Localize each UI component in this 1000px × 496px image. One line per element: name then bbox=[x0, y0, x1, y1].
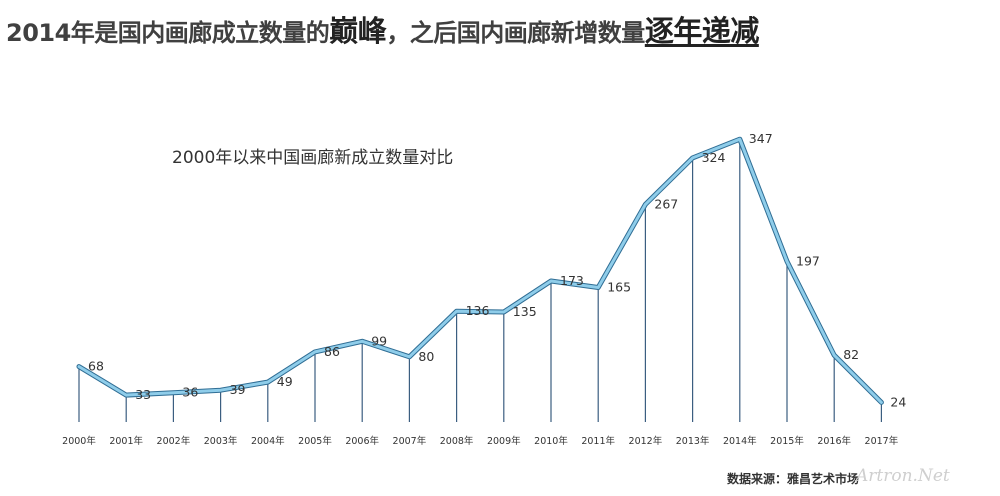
data-label-3: 39 bbox=[230, 382, 246, 397]
tick-label-7: 2007年 bbox=[393, 435, 427, 447]
tick-label-0: 2000年 bbox=[62, 435, 96, 447]
tick-label-16: 2016年 bbox=[817, 435, 851, 447]
tick-label-17: 2017年 bbox=[865, 435, 899, 447]
data-label-2: 36 bbox=[182, 385, 198, 400]
tick-label-1: 2001年 bbox=[109, 435, 143, 447]
headline: 2014年是国内画廊成立数量的巅峰，之后国内画廊新增数量逐年递减 bbox=[6, 8, 759, 50]
x-axis-tick-labels: 2000年 2001年 2002年 2003年 2004年 2005年 2006年 2007年… bbox=[62, 435, 899, 447]
headline-emphasis-peak: 巅峰 bbox=[329, 14, 387, 48]
tick-label-14: 2014年 bbox=[723, 435, 757, 447]
headline-part-1: 2014年是国内画廊成立数量的 bbox=[6, 19, 330, 47]
chart-title: 2000年以来中国画廊新成立数量对比 bbox=[172, 148, 453, 168]
data-label-7: 80 bbox=[418, 349, 434, 364]
tick-label-15: 2015年 bbox=[770, 435, 804, 447]
tick-label-2: 2002年 bbox=[157, 435, 191, 447]
data-label-6: 99 bbox=[371, 333, 387, 348]
data-label-12: 267 bbox=[654, 196, 678, 211]
tick-label-5: 2005年 bbox=[298, 435, 332, 447]
data-label-17: 24 bbox=[890, 394, 906, 409]
tick-label-13: 2013年 bbox=[676, 435, 710, 447]
tick-label-9: 2009年 bbox=[487, 435, 521, 447]
tick-label-4: 2004年 bbox=[251, 435, 285, 447]
headline-part-3: ，之后国内画廊新增数量 bbox=[386, 19, 645, 47]
data-label-4: 49 bbox=[277, 374, 293, 389]
data-label-1: 33 bbox=[135, 387, 151, 402]
data-label-0: 68 bbox=[88, 359, 104, 374]
data-label-10: 173 bbox=[560, 273, 584, 288]
data-label-5: 86 bbox=[324, 344, 340, 359]
watermark: Artron.Net bbox=[856, 466, 950, 486]
series-line-outline bbox=[76, 136, 884, 405]
drop-lines bbox=[78, 139, 883, 422]
tick-label-6: 2006年 bbox=[345, 435, 379, 447]
tick-label-12: 2012年 bbox=[629, 435, 663, 447]
tick-label-10: 2010年 bbox=[534, 435, 568, 447]
data-label-11: 165 bbox=[607, 280, 631, 295]
data-labels: 68 33 36 39 49 86 99 80 136 135 173 165 267 324 347 197… bbox=[88, 131, 906, 409]
data-label-14: 347 bbox=[749, 131, 773, 146]
series-line bbox=[77, 137, 883, 404]
tick-label-8: 2008年 bbox=[440, 435, 474, 447]
data-label-15: 197 bbox=[796, 253, 820, 268]
tick-label-3: 2003年 bbox=[204, 435, 238, 447]
data-label-8: 136 bbox=[466, 303, 490, 318]
data-label-9: 135 bbox=[513, 304, 537, 319]
data-source-note: 数据来源：雅昌艺术市场 bbox=[727, 472, 860, 486]
data-label-13: 324 bbox=[702, 150, 726, 165]
headline-emphasis-decline: 逐年递减 bbox=[644, 14, 760, 48]
tick-label-11: 2011年 bbox=[581, 435, 615, 447]
data-label-16: 82 bbox=[843, 347, 859, 362]
